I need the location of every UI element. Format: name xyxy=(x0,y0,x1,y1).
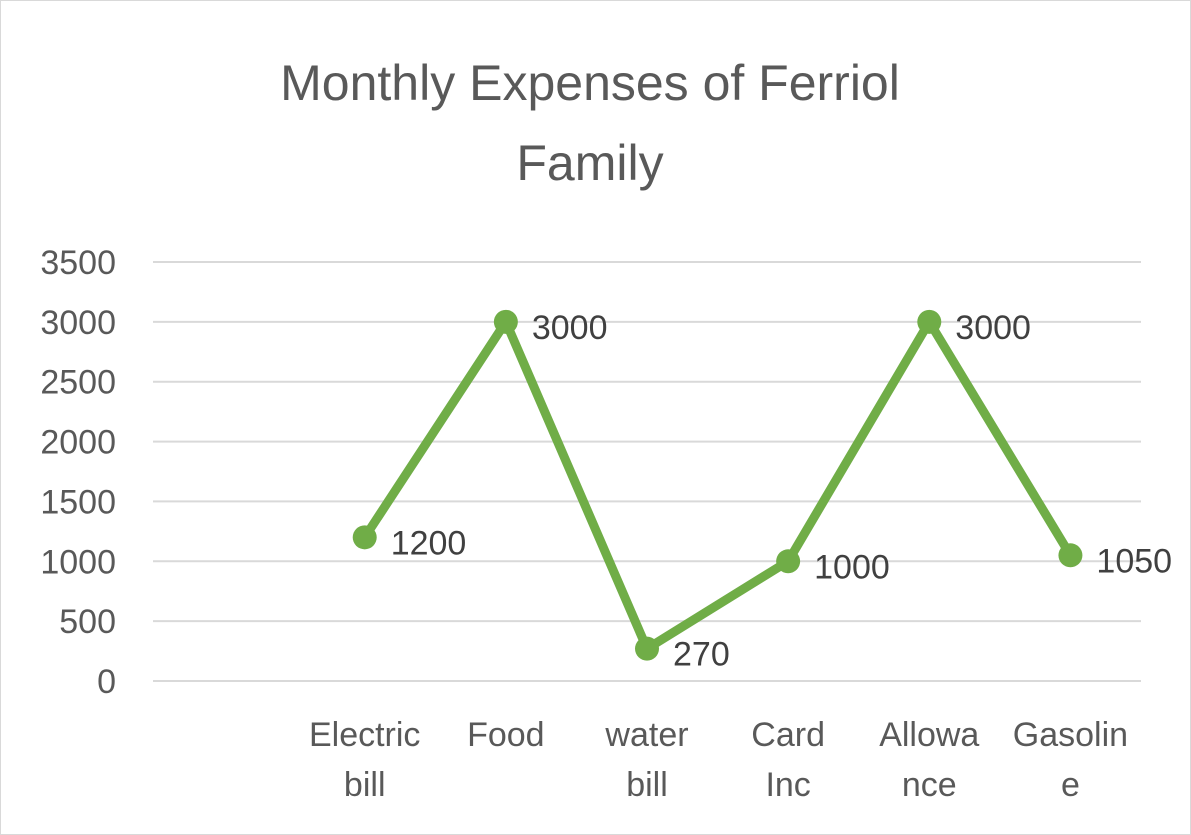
data-label: 3000 xyxy=(955,309,1031,347)
data-point-marker xyxy=(1058,543,1083,568)
y-axis-ticks: 0 500 1000 1500 2000 2500 3000 3500 xyxy=(40,244,116,701)
data-label: 3000 xyxy=(532,309,608,347)
x-tick-label: Card xyxy=(751,716,825,754)
data-point-marker xyxy=(493,309,518,334)
chart-title-line: Monthly Expenses of Ferriol xyxy=(280,55,900,111)
x-tick-label: water xyxy=(604,716,688,754)
x-tick-label: Inc xyxy=(765,766,810,804)
x-tick-label: e xyxy=(1061,766,1080,804)
data-point-marker xyxy=(776,549,801,574)
y-tick-label: 1500 xyxy=(40,483,116,521)
data-label: 1050 xyxy=(1096,542,1172,580)
data-label: 1200 xyxy=(391,524,467,562)
chart-title-line: Family xyxy=(516,135,663,191)
y-tick-label: 3500 xyxy=(40,244,116,282)
data-label: 1000 xyxy=(814,548,890,586)
y-tick-label: 500 xyxy=(59,603,116,641)
x-tick-label: Electric xyxy=(309,716,420,754)
y-tick-label: 2000 xyxy=(40,424,116,462)
y-tick-label: 1000 xyxy=(40,543,116,581)
x-tick-label: bill xyxy=(344,766,386,804)
x-axis-ticks: Electric bill Food water bill Card Inc Allowa nc… xyxy=(309,716,1128,804)
y-tick-label: 0 xyxy=(97,663,116,701)
gridlines xyxy=(153,261,1141,682)
x-tick-label: bill xyxy=(626,766,668,804)
x-tick-label: Allowa xyxy=(879,716,979,754)
series-line xyxy=(360,317,1075,654)
data-label: 270 xyxy=(673,636,730,674)
data-point-marker xyxy=(917,309,942,334)
data-point-marker xyxy=(635,636,659,661)
data-point-marker xyxy=(352,525,377,550)
y-tick-label: 2500 xyxy=(40,364,116,402)
chart-title: Monthly Expenses of Ferriol Family xyxy=(280,55,900,191)
x-tick-label: Food xyxy=(467,716,545,754)
data-labels: 1200 3000 270 1000 3000 1050 xyxy=(391,309,1172,674)
x-tick-label: Gasolin xyxy=(1013,716,1128,754)
x-tick-label: nce xyxy=(902,766,957,804)
y-tick-label: 3000 xyxy=(40,304,116,342)
series-line-group xyxy=(352,309,1083,661)
